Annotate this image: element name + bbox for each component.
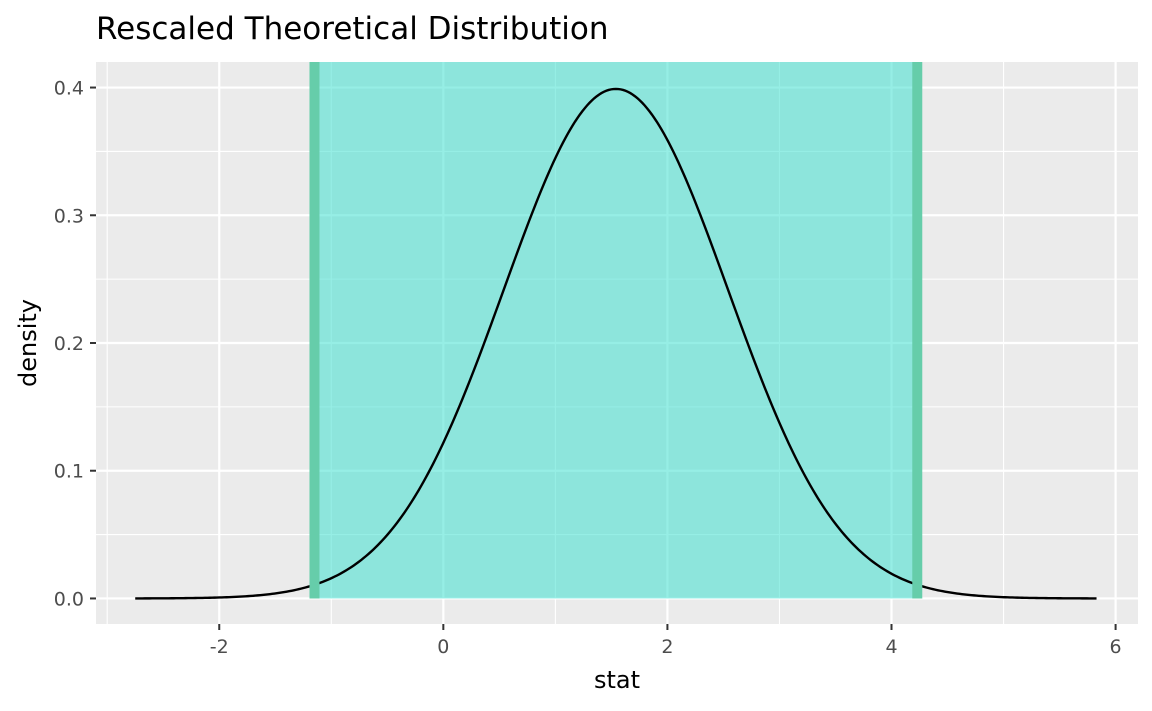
density-curve [135, 87, 1097, 600]
y-axis-title: density [14, 299, 42, 387]
axis-ticks: -2 0 2 4 6 0.0 0.1 0.2 0.3 0.4 [54, 78, 1122, 658]
shaded-region [314, 62, 918, 599]
y-tick-label-0: 0.0 [54, 588, 84, 610]
density-curve-group [135, 87, 1097, 600]
x-tick-label-1: 0 [437, 636, 449, 658]
y-tick-label-2: 0.2 [54, 333, 84, 355]
shaded-region-edges [309, 62, 923, 599]
y-tick-label-4: 0.4 [54, 78, 84, 100]
x-tick-label-0: -2 [210, 636, 229, 658]
x-tick-label-3: 4 [885, 636, 897, 658]
x-axis-title: stat [594, 666, 640, 694]
shaded-region-group [314, 62, 918, 599]
x-tick-label-4: 6 [1110, 636, 1122, 658]
chart-title: Rescaled Theoretical Distribution [96, 11, 609, 47]
x-tick-label-2: 2 [661, 636, 673, 658]
y-tick-label-3: 0.3 [54, 205, 84, 227]
y-tick-label-1: 0.1 [54, 461, 84, 483]
